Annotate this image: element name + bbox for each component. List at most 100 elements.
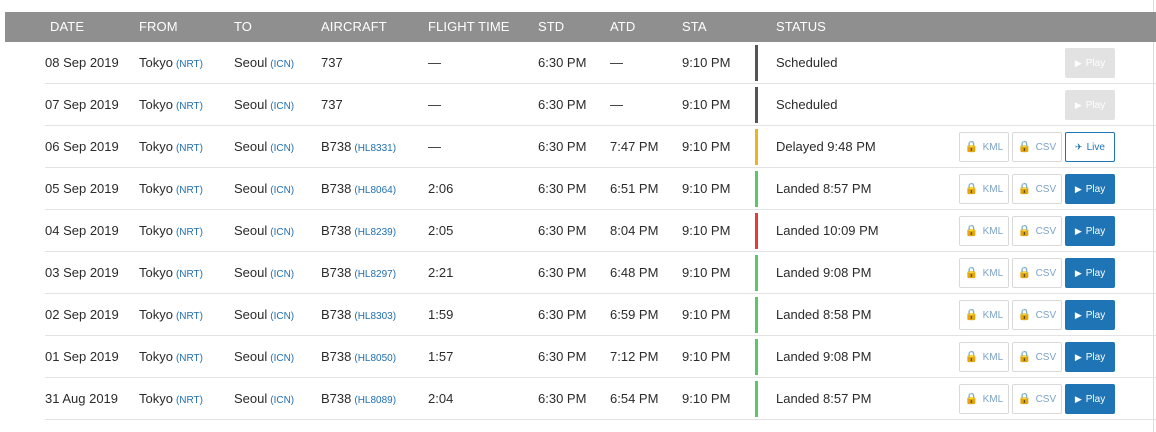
column-header-to[interactable]: TO — [234, 19, 253, 34]
to-airport-code-link[interactable]: (ICN) — [270, 59, 295, 70]
std-cell: 6:30 PM — [538, 181, 587, 196]
play-button[interactable]: ▶ Play — [1065, 216, 1115, 246]
lock-icon: 🔒 — [1017, 225, 1032, 237]
kml-download-button[interactable]: 🔒 KML — [959, 216, 1009, 246]
play-button[interactable]: ▶ Play — [1065, 174, 1115, 204]
from-airport-code-link[interactable]: (NRT) — [175, 101, 203, 112]
table-body: 08 Sep 2019 Tokyo (NRT) Seoul (ICN) 737—6:30 … — [5, 42, 1156, 420]
aircraft-registration-link[interactable]: (HL8050) — [354, 353, 397, 364]
std-cell: 6:30 PM — [538, 55, 587, 70]
kml-download-button[interactable]: 🔒 KML — [959, 132, 1009, 162]
to-airport-code-link[interactable]: (ICN) — [270, 143, 295, 154]
column-header-from[interactable]: FROM — [139, 19, 178, 34]
column-header-flight-time[interactable]: FLIGHT TIME — [428, 19, 510, 34]
to-cell: Seoul (ICN) — [234, 210, 294, 254]
play-button[interactable]: ▶ Play — [1065, 342, 1115, 372]
status-cell: Landed 9:08 PM — [776, 349, 872, 364]
date-cell: 03 Sep 2019 — [45, 265, 119, 280]
airplane-icon: ✈ — [1075, 142, 1083, 152]
column-header-sta[interactable]: STA — [682, 19, 707, 34]
sta-cell: 9:10 PM — [682, 391, 731, 406]
kml-download-button[interactable]: 🔒 KML — [959, 174, 1009, 204]
live-label: Live — [1086, 142, 1105, 153]
kml-download-button[interactable]: 🔒 KML — [959, 384, 1009, 414]
from-cell: Tokyo (NRT) — [139, 378, 203, 422]
play-button[interactable]: ▶ Play — [1065, 258, 1115, 288]
play-button[interactable]: ▶ Play — [1065, 300, 1115, 330]
csv-download-button[interactable]: 🔒 CSV — [1012, 258, 1062, 288]
column-header-std[interactable]: STD — [538, 19, 565, 34]
std-cell: 6:30 PM — [538, 223, 587, 238]
column-header-date[interactable]: DATE — [50, 19, 85, 34]
to-cell: Seoul (ICN) — [234, 84, 294, 128]
aircraft-registration-link[interactable]: (HL8089) — [354, 395, 397, 406]
aircraft-cell: B738 (HL8331) — [321, 126, 396, 170]
from-airport-code-link[interactable]: (NRT) — [175, 395, 203, 406]
csv-download-button[interactable]: 🔒 CSV — [1012, 132, 1062, 162]
csv-label: CSV — [1035, 394, 1057, 405]
column-header-aircraft[interactable]: AIRCRAFT — [321, 19, 387, 34]
aircraft-registration-link[interactable]: (HL8297) — [354, 269, 397, 280]
atd-cell: 6:59 PM — [610, 307, 659, 322]
kml-label: KML — [982, 268, 1004, 279]
from-airport-code-link[interactable]: (NRT) — [175, 59, 203, 70]
to-airport-code-link[interactable]: (ICN) — [270, 311, 295, 322]
kml-download-button[interactable]: 🔒 KML — [959, 300, 1009, 330]
aircraft-cell: 737 — [321, 42, 343, 84]
status-cell: Landed 8:57 PM — [776, 181, 872, 196]
status-cell: Scheduled — [776, 97, 838, 112]
to-airport-code-link[interactable]: (ICN) — [270, 269, 295, 280]
to-city: Seoul — [234, 97, 268, 112]
std-cell: 6:30 PM — [538, 97, 587, 112]
to-airport-code-link[interactable]: (ICN) — [270, 353, 295, 364]
date-cell: 02 Sep 2019 — [45, 307, 119, 322]
status-cell: Landed 8:57 PM — [776, 391, 872, 406]
lock-icon: 🔒 — [1017, 393, 1032, 405]
table-row: 08 Sep 2019 Tokyo (NRT) Seoul (ICN) 737 — 6:30 … — [5, 42, 1156, 84]
from-city: Tokyo — [139, 181, 173, 196]
kml-download-button[interactable]: 🔒 KML — [959, 258, 1009, 288]
flight-time-cell: 1:57 — [428, 349, 454, 364]
aircraft-registration-link[interactable]: (HL8239) — [354, 227, 397, 238]
to-airport-code-link[interactable]: (ICN) — [270, 227, 295, 238]
std-cell: 6:30 PM — [538, 391, 587, 406]
aircraft-type: B738 — [321, 307, 352, 322]
csv-download-button[interactable]: 🔒 CSV — [1012, 216, 1062, 246]
aircraft-registration-link[interactable]: (HL8064) — [354, 185, 397, 196]
csv-label: CSV — [1035, 352, 1057, 363]
play-button[interactable]: ▶ Play — [1065, 384, 1115, 414]
lock-icon: 🔒 — [964, 225, 979, 237]
csv-label: CSV — [1035, 268, 1057, 279]
column-header-status[interactable]: STATUS — [776, 19, 826, 34]
column-header-atd[interactable]: ATD — [610, 19, 636, 34]
play-label: Play — [1085, 100, 1106, 111]
lock-icon: 🔒 — [1017, 309, 1032, 321]
from-airport-code-link[interactable]: (NRT) — [175, 269, 203, 280]
aircraft-cell: B738 (HL8297) — [321, 252, 396, 296]
play-button: ▶ Play — [1065, 48, 1115, 78]
aircraft-type: B738 — [321, 181, 352, 196]
csv-label: CSV — [1035, 184, 1057, 195]
to-airport-code-link[interactable]: (ICN) — [270, 101, 295, 112]
aircraft-registration-link[interactable]: (HL8303) — [354, 311, 397, 322]
table-row: 01 Sep 2019 Tokyo (NRT) Seoul (ICN) B738 (HL80… — [5, 336, 1156, 378]
kml-download-button[interactable]: 🔒 KML — [959, 342, 1009, 372]
to-airport-code-link[interactable]: (ICN) — [270, 185, 295, 196]
to-airport-code-link[interactable]: (ICN) — [270, 395, 295, 406]
from-airport-code-link[interactable]: (NRT) — [175, 353, 203, 364]
live-button[interactable]: ✈ Live — [1065, 132, 1115, 162]
from-airport-code-link[interactable]: (NRT) — [175, 311, 203, 322]
aircraft-cell: B738 (HL8303) — [321, 294, 396, 338]
aircraft-registration-link[interactable]: (HL8331) — [354, 143, 397, 154]
sta-cell: 9:10 PM — [682, 55, 731, 70]
csv-download-button[interactable]: 🔒 CSV — [1012, 300, 1062, 330]
csv-download-button[interactable]: 🔒 CSV — [1012, 174, 1062, 204]
csv-download-button[interactable]: 🔒 CSV — [1012, 384, 1062, 414]
from-airport-code-link[interactable]: (NRT) — [175, 143, 203, 154]
play-icon: ▶ — [1074, 310, 1082, 320]
csv-download-button[interactable]: 🔒 CSV — [1012, 342, 1062, 372]
from-airport-code-link[interactable]: (NRT) — [175, 185, 203, 196]
from-airport-code-link[interactable]: (NRT) — [175, 227, 203, 238]
status-indicator-bar — [755, 213, 758, 249]
flight-time-cell: 2:04 — [428, 391, 454, 406]
